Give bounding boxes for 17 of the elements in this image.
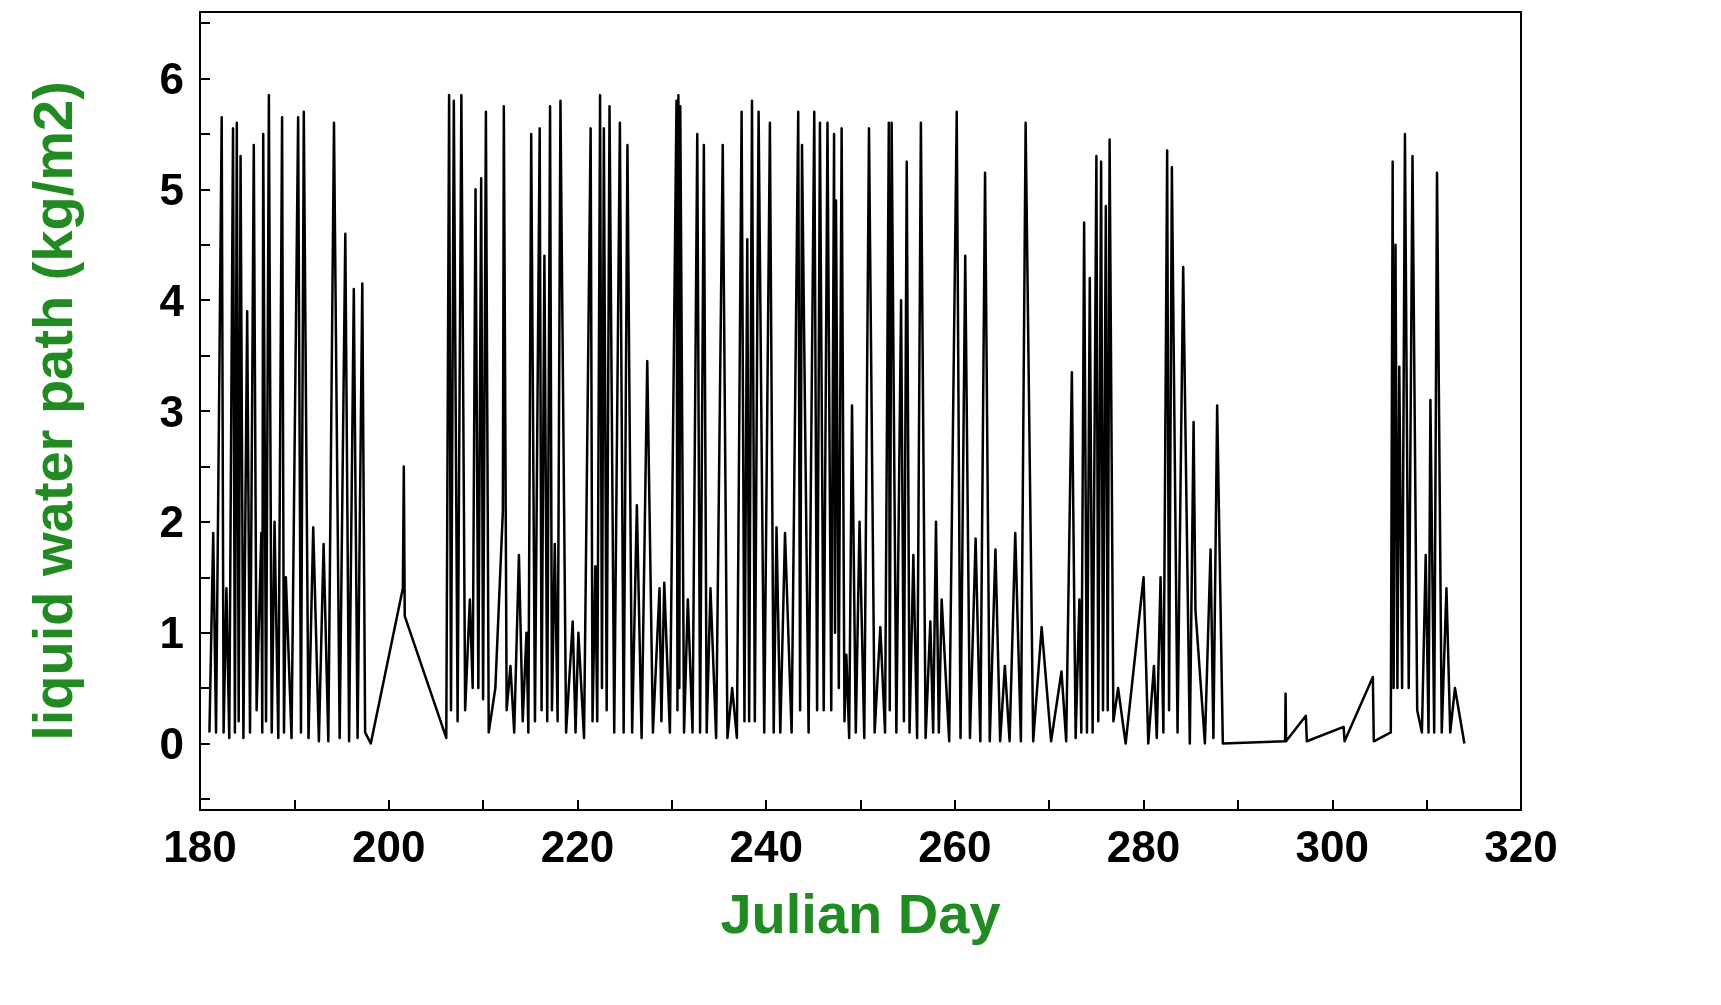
x-tick-label: 300 [1295, 821, 1369, 871]
x-tick-label: 260 [918, 821, 992, 871]
y-tick-label: 6 [159, 54, 184, 103]
y-axis-title: liquid water path (kg/m2) [20, 81, 84, 741]
x-axis-title: Julian Day [720, 881, 1001, 945]
y-tick-label: 4 [159, 275, 185, 325]
x-tick-label: 180 [163, 821, 237, 871]
y-tick-label: 5 [159, 164, 184, 214]
y-tick-label: 3 [159, 386, 184, 436]
x-tick-label: 200 [352, 821, 426, 871]
y-tick-label: 0 [159, 719, 184, 768]
x-tick-label: 320 [1484, 821, 1558, 871]
x-tick-label: 220 [540, 821, 615, 871]
y-tick-label: 1 [159, 608, 184, 658]
x-tick-label: 280 [1106, 821, 1181, 871]
x-tick-label: 240 [729, 821, 803, 871]
y-tick-label: 2 [159, 497, 184, 547]
